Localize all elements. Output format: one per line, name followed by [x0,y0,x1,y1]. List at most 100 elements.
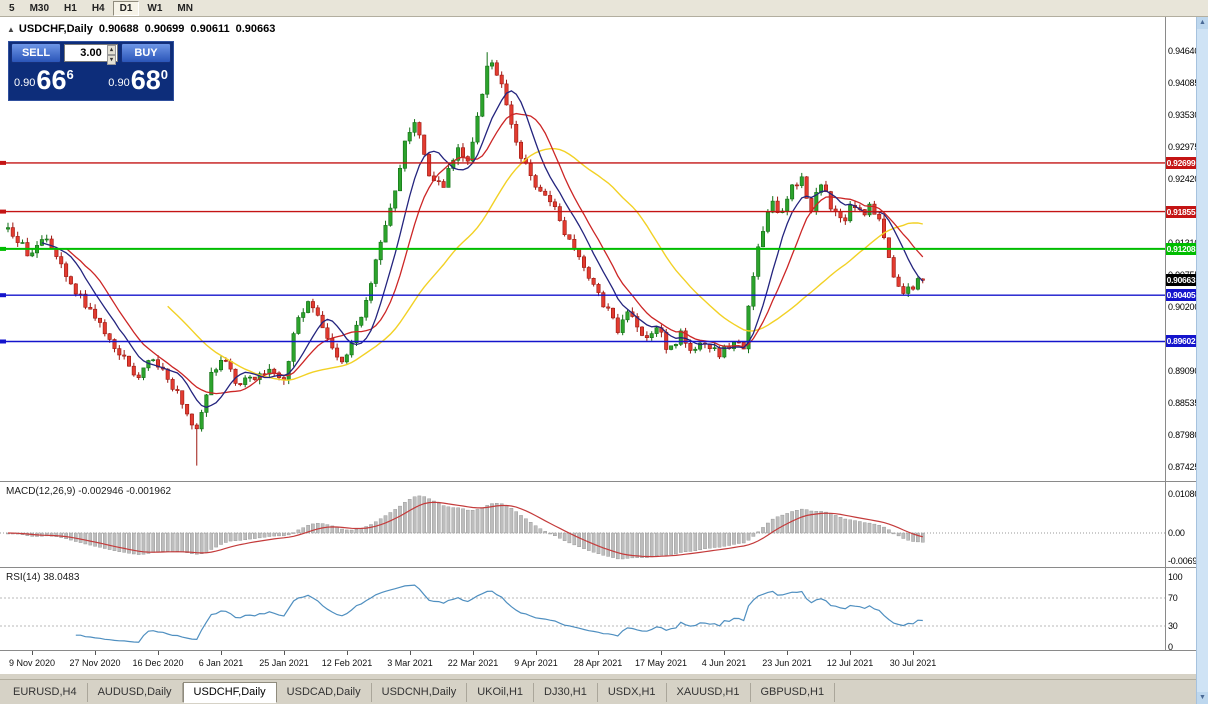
date-axis-tick [473,651,474,655]
buy-price-prefix: 0.90 [108,77,130,89]
date-axis-tick [284,651,285,655]
chart-tab-usdcnh-daily[interactable]: USDCNH,Daily [372,682,468,702]
date-axis-tick [347,651,348,655]
ma-mid-line [65,112,924,395]
line-anchor-mark [0,209,6,214]
rsi-axis-label: 100 [1168,572,1183,582]
price-axis-separator [1165,17,1166,651]
rsi-indicator-pane[interactable] [0,568,1166,650]
date-axis-label: 12 Jul 2021 [826,658,874,668]
sell-price-prefix: 0.90 [14,77,36,89]
buy-button[interactable]: BUY [121,43,171,63]
price-line-label: 0.91855 [1166,206,1196,218]
line-anchor-mark [0,246,6,251]
date-axis-label: 27 Nov 2020 [69,658,121,668]
low-value: 0.90611 [190,23,230,35]
volume-input[interactable]: 3.00 ▴ ▾ [64,44,118,65]
chart-ohlc-header: ▲ USDCHF,Daily 0.90688 0.90699 0.90611 0.9066… [7,23,275,35]
macd-title: MACD(12,26,9) -0.002946 -0.001962 [6,486,172,497]
ma-fast-line [41,90,924,409]
date-axis-label: 23 Jun 2021 [762,658,812,668]
chart-tab-usdchf-daily[interactable]: USDCHF,Daily [182,681,277,703]
volume-value: 3.00 [80,47,102,59]
chart-tab-gbpusd-h1[interactable]: GBPUSD,H1 [751,682,836,702]
chart-tab-ukoil-h1[interactable]: UKOil,H1 [467,682,535,702]
chart-tab-usdcad-daily[interactable]: USDCAD,Daily [277,682,372,702]
chart-window: ▲ USDCHF,Daily 0.90688 0.90699 0.90611 0.9066… [0,17,1207,674]
buy-price-big: 68 [130,65,161,95]
high-value: 0.90699 [144,23,185,35]
chart-tab-xauusd-h1[interactable]: XAUUSD,H1 [667,682,751,702]
date-axis-label: 6 Jan 2021 [198,658,244,668]
price-axis-label: 0.94085 [1168,78,1200,88]
sell-button[interactable]: SELL [11,43,61,63]
candles-layer [6,52,925,466]
date-axis-tick [32,651,33,655]
current-price-label: 0.90663 [1166,274,1196,286]
scroll-down-icon[interactable]: ▼ [1197,692,1208,704]
price-line-label: 0.90405 [1166,289,1196,301]
date-axis-tick [598,651,599,655]
date-axis-tick [661,651,662,655]
date-axis-label: 25 Jan 2021 [259,658,309,668]
date-axis-tick [913,651,914,655]
buy-price-display[interactable]: 0.90 68 0 [108,64,168,100]
sell-price-display[interactable]: 0.90 66 6 [14,64,74,100]
price-line-label: 0.91208 [1166,243,1196,255]
price-axis-label: 0.88535 [1168,398,1200,408]
pane-separator[interactable] [0,481,1196,482]
price-axis-label: 0.92975 [1168,142,1200,152]
sell-price-sup: 6 [66,67,74,82]
rsi-axis-label: 30 [1168,621,1178,631]
date-axis-label: 22 Mar 2021 [447,658,499,668]
line-anchor-mark [0,293,6,298]
chart-tab-eurusd-h4[interactable]: EURUSD,H4 [3,682,88,702]
sell-price-big: 66 [36,65,67,95]
timeframe-button-H4[interactable]: H4 [91,2,105,14]
price-line-label: 0.92699 [1166,157,1196,169]
volume-down-icon[interactable]: ▾ [107,55,116,65]
timeframe-button-M30[interactable]: M30 [29,2,50,14]
timeframe-button-MN[interactable]: MN [177,2,193,14]
volume-up-icon[interactable]: ▴ [107,45,116,55]
price-chart[interactable] [0,17,1166,481]
date-axis-label: 4 Jun 2021 [701,658,747,668]
date-axis-tick [410,651,411,655]
date-axis-tick [158,651,159,655]
chart-tab-usdx-h1[interactable]: USDX,H1 [598,682,667,702]
macd-axis-label: -0.006948 [1168,556,1207,566]
date-axis-tick [95,651,96,655]
timeframe-button-D1[interactable]: D1 [112,0,140,16]
timeframe-button-H1[interactable]: H1 [64,2,77,14]
date-axis-tick [536,651,537,655]
date-axis-tick [850,651,851,655]
date-axis-label: 12 Feb 2021 [321,658,373,668]
date-axis-tick [787,651,788,655]
date-axis-label: 28 Apr 2021 [573,658,623,668]
macd-signal-line [7,501,923,558]
collapse-panel-icon[interactable]: ▲ [7,25,15,34]
buy-price-sup: 0 [160,67,168,82]
rsi-line [75,584,923,643]
scroll-up-icon[interactable]: ▲ [1197,17,1208,29]
date-axis-label: 17 May 2021 [634,658,688,668]
open-value: 0.90688 [98,23,139,35]
timeframe-toolbar: 5 M30 H1 H4 D1 W1 MN [0,0,1208,17]
chart-tab-dj30-h1[interactable]: DJ30,H1 [534,682,598,702]
vertical-scrollbar[interactable]: ▲ ▼ [1196,17,1208,704]
pane-separator[interactable] [0,567,1196,568]
chart-tab-audusd-daily[interactable]: AUDUSD,Daily [88,682,183,702]
price-axis-label: 0.92420 [1168,174,1200,184]
macd-axis-label: 0.00 [1168,528,1185,538]
price-axis-label: 0.87980 [1168,430,1200,440]
chart-symbol-label: USDCHF,Daily [18,23,93,35]
rsi-title: RSI(14) 38.0483 [6,572,80,583]
rsi-axis-label: 0 [1168,642,1173,652]
macd-axis-label: 0.010805 [1168,489,1204,499]
close-value: 0.90663 [235,23,276,35]
date-axis-tick [221,651,222,655]
price-line-label: 0.89602 [1166,335,1196,347]
timeframe-button-5[interactable]: 5 [9,2,15,14]
timeframe-button-W1[interactable]: W1 [147,2,163,14]
macd-indicator-pane[interactable] [0,482,1166,567]
